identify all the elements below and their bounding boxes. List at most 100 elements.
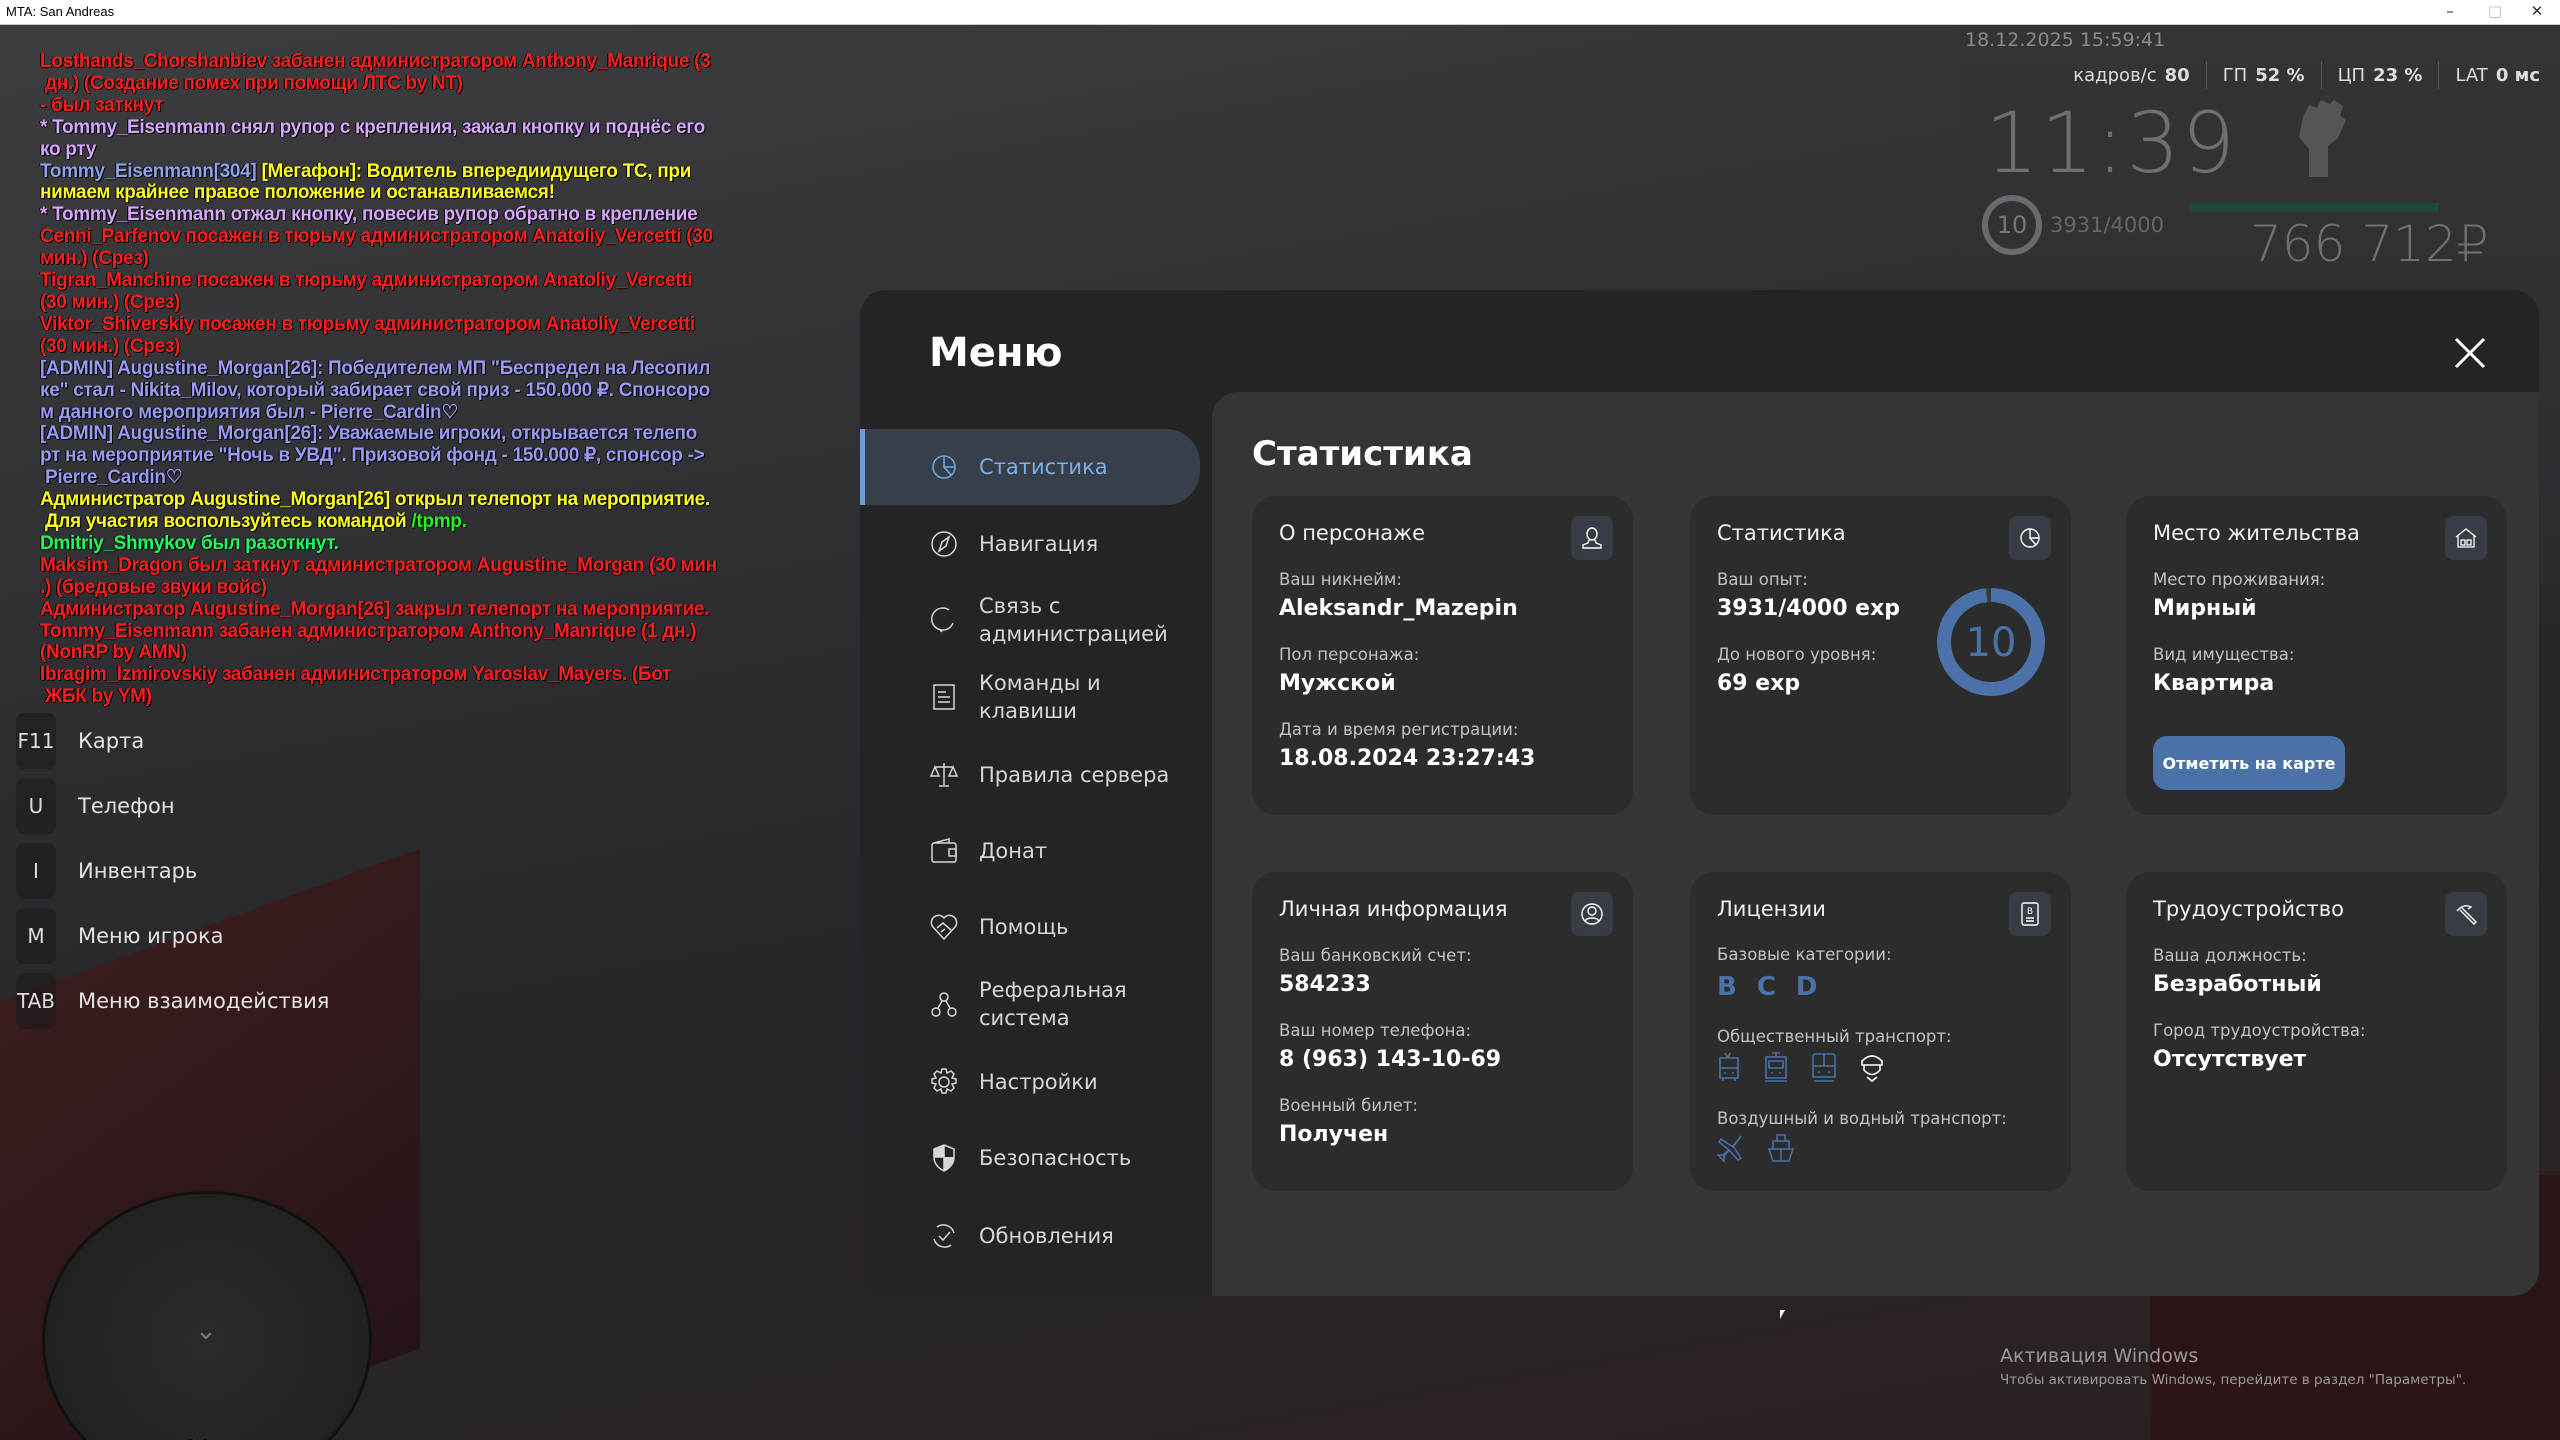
card-character: О персонаже Ваш никнейм: Aleksandr_Mazepi… — [1252, 496, 1633, 815]
pie-chart-icon — [2009, 516, 2051, 560]
sidebar-item-4[interactable]: Правила сервера — [860, 740, 1200, 810]
field-value: Квартира — [2153, 671, 2275, 696]
menu-panel: Статистика Навигация Связь с администрацие… — [860, 290, 2539, 1296]
sidebar-item-10[interactable]: Обновления — [860, 1201, 1200, 1271]
hotkey-key: U — [16, 778, 56, 834]
cpu-label: ЦП — [2337, 64, 2366, 86]
chat-line: Администратор Augustine_Morgan[26] откры… — [40, 489, 800, 511]
basic-categories: B C D — [1717, 970, 1818, 1004]
pilot-cap-icon — [1861, 1055, 1883, 1082]
chat-line: Ibragim_Izmirovskiy забанен администрато… — [40, 664, 800, 686]
chat-segment: мин.) (Срез) — [40, 248, 149, 270]
fps-label: кадров/с — [2073, 64, 2157, 86]
fps-value: 80 — [2164, 64, 2190, 86]
card-title: Статистика — [1717, 521, 1846, 545]
chat-line: (NonRP by AMN) — [40, 642, 800, 664]
chat-line: ко рту — [40, 139, 800, 161]
level-number: 10 — [1966, 620, 2017, 666]
chat-line: * Tommy_Eisenmann отжал кнопку, повесив … — [40, 204, 800, 226]
pickaxe-icon — [2445, 892, 2487, 936]
hud-datetime: 18.12.2025 15:59:41 — [1965, 29, 2166, 51]
sidebar-item-label: Команды и клавиши — [979, 671, 1101, 723]
field-value: 8 (963) 143-10-69 — [1279, 1047, 1502, 1072]
field-value: Мирный — [2153, 596, 2257, 621]
minimize-button[interactable]: – — [2446, 2, 2454, 20]
chat-segment: Cenni_Parfenov посажен в тюрьму админист… — [40, 226, 713, 248]
sidebar-item-9[interactable]: Безопасность — [860, 1123, 1200, 1193]
chat-line: (30 мин.) (Срез) — [40, 336, 800, 358]
chat-segment: нимаем крайнее правое положение и остана… — [40, 182, 555, 204]
field-value: 69 exp — [1717, 671, 1801, 696]
field-label: Ваш никнейм: — [1279, 570, 1402, 589]
public-transport-icons — [1717, 1052, 1885, 1082]
field-label: Военный билет: — [1279, 1096, 1418, 1115]
sidebar-item-3[interactable]: Команды и клавиши — [860, 662, 1200, 732]
hotkey-label: Инвентарь — [78, 859, 198, 883]
maximize-button[interactable]: □ — [2487, 2, 2503, 20]
field-value: Мужской — [1279, 671, 1396, 696]
referral-icon — [929, 989, 959, 1019]
refresh-phone-icon — [929, 605, 959, 635]
chat-segment: [ADMIN] Augustine_Morgan[26]: Уважаемые … — [40, 423, 697, 445]
card-personal-info: Личная информация Ваш банковский счет: 58… — [1252, 872, 1633, 1191]
field-label: Ваш банковский счет: — [1279, 946, 1472, 965]
sidebar-item-label: Правила сервера — [979, 763, 1170, 787]
mouse-cursor — [1780, 1310, 1785, 1319]
level-progress-arc — [1937, 588, 2045, 696]
chat-line: * Tommy_Eisenmann снял рупор с крепления… — [40, 117, 800, 139]
basic-categories-label: Базовые категории: — [1717, 945, 1892, 964]
card-licenses: Лицензии B Базовые категории: B C D Обще… — [1690, 872, 2071, 1191]
field-label: Вид имущества: — [2153, 645, 2295, 664]
chat-log: Losthands_Chorshanbiev забанен администр… — [40, 51, 800, 708]
sidebar-item-5[interactable]: Донат — [860, 816, 1200, 886]
category-b: B — [1717, 972, 1737, 1002]
house-icon — [2445, 516, 2487, 560]
sidebar-item-label: Настройки — [979, 1070, 1098, 1094]
chat-segment: Pierre_Cardin♡ — [40, 467, 183, 489]
hotkey-key: M — [16, 908, 56, 964]
sidebar-item-7[interactable]: Реферальная система — [860, 969, 1200, 1039]
card-title: О персонаже — [1279, 521, 1426, 545]
hud-exp: 3931/4000 — [2050, 213, 2164, 237]
chat-segment: * Tommy_Eisenmann снял рупор с крепления… — [40, 116, 705, 138]
chat-segment: Dmitriy_Shmykov был разоткнут. — [40, 532, 339, 554]
gpu-value: 52 % — [2255, 64, 2305, 86]
sidebar-item-label: Статистика — [979, 455, 1108, 479]
sidebar-item-label: Реферальная система — [979, 978, 1127, 1030]
game-clock: 11:39 — [1985, 94, 2238, 192]
wallet-icon — [929, 836, 959, 866]
info-field: Ваша должность: Безработный — [2153, 945, 2366, 1020]
compass-icon — [929, 529, 959, 559]
info-field: Место проживания: Мирный — [2153, 569, 2325, 644]
close-window-button[interactable]: ✕ — [2530, 2, 2544, 20]
shield-icon — [929, 1143, 959, 1173]
hotkey-label: Меню игрока — [78, 924, 224, 948]
performance-stats: кадров/с 80 ГП 52 % ЦП 23 % LAT 0 мс — [2073, 61, 2540, 89]
field-label: Ваш номер телефона: — [1279, 1021, 1472, 1040]
level-progress-ring: 10 — [1937, 588, 2045, 696]
sidebar-item-6[interactable]: Помощь — [860, 892, 1200, 962]
close-icon[interactable] — [2453, 336, 2487, 370]
sidebar-item-0[interactable]: Статистика — [860, 429, 1200, 505]
chat-line: дн.) (Создание помех при помощи ЛТС by N… — [40, 73, 800, 95]
info-field: Ваш никнейм: Aleksandr_Mazepin — [1279, 569, 1535, 644]
license-icon: B — [2009, 892, 2051, 936]
list-icon — [929, 682, 959, 712]
chat-line: м данного мероприятия был - Pierre_Cardi… — [40, 402, 800, 424]
statistics-content: Статистика О персонаже Ваш никнейм: Aleks… — [1212, 392, 2539, 1296]
sidebar-item-2[interactable]: Связь с администрацией — [860, 585, 1200, 655]
player-arrow-icon: ⌄ — [195, 1316, 217, 1346]
chat-segment: м данного мероприятия был - Pierre_Cardi… — [40, 401, 459, 423]
update-icon — [929, 1221, 959, 1251]
chat-line: (30 мин.) (Срез) — [40, 292, 800, 314]
gpu-label: ГП — [2222, 64, 2248, 86]
chat-segment: [ADMIN] Augustine_Morgan[26]: Победителе… — [40, 357, 711, 379]
mark-on-map-button[interactable]: Отметить на карте — [2153, 736, 2345, 790]
sidebar-item-8[interactable]: Настройки — [860, 1047, 1200, 1117]
chat-segment: - был заткнут — [40, 94, 164, 116]
sidebar-item-1[interactable]: Навигация — [860, 509, 1200, 579]
window-title: MTA: San Andreas — [6, 4, 115, 19]
field-value: Отсутствует — [2153, 1047, 2307, 1072]
chat-line: Cenni_Parfenov посажен в тюрьму админист… — [40, 226, 800, 248]
chat-line: Pierre_Cardin♡ — [40, 467, 800, 489]
